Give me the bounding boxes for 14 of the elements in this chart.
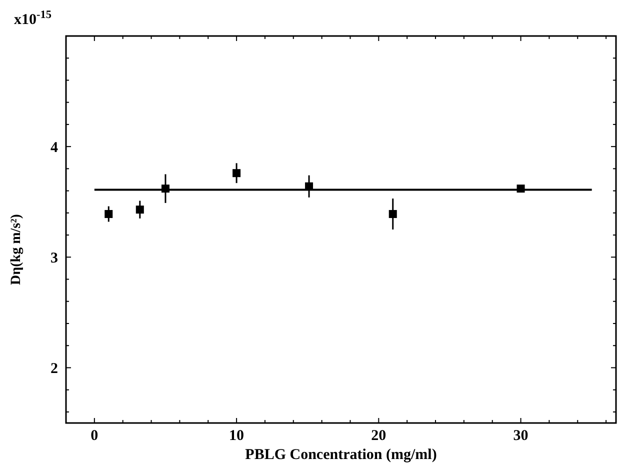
y-axis-title: Dη(kg m/s²)	[9, 214, 24, 285]
y-tick-label: 2	[50, 360, 58, 377]
point	[232, 169, 241, 178]
x-tick-label: 10	[229, 428, 244, 444]
x-tick-label: 30	[513, 428, 528, 444]
y-tick-label: 3	[50, 250, 58, 266]
x-axis-title: PBLG Concentration (mg/ml)	[245, 447, 437, 463]
x-tick-label: 0	[90, 428, 98, 444]
point	[104, 210, 113, 218]
text: x10$^{-15}$	[14, 9, 52, 28]
y-tick-label: 4	[50, 140, 58, 156]
x-tick-label: 20	[371, 428, 386, 444]
point	[388, 210, 397, 218]
point	[136, 206, 144, 214]
